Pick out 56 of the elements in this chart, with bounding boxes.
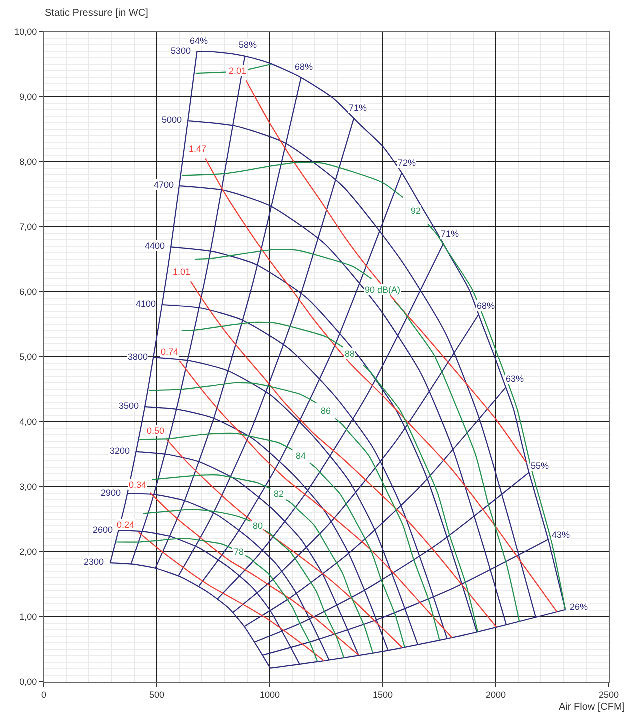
series-label: 78 — [234, 547, 244, 557]
y-tick-label: 4,00 — [20, 417, 38, 428]
x-tick-label: 500 — [149, 690, 165, 700]
series-label: 90 dB(A) — [365, 285, 401, 295]
series-label: 0,74 — [161, 347, 179, 357]
series-label: 0,50 — [147, 426, 165, 436]
x-tick-label: 2000 — [486, 690, 506, 700]
series-label: 4100 — [136, 299, 156, 309]
series-label: 2900 — [101, 488, 122, 498]
series-label: 5000 — [162, 115, 182, 125]
y-tick-label: 5,00 — [20, 352, 38, 362]
series-label: 72% — [398, 158, 416, 168]
y-tick-label: 3,00 — [20, 482, 38, 492]
y-tick-label: 9,00 — [20, 92, 38, 102]
series-label: 64% — [190, 36, 208, 46]
series-label: 2,01 — [229, 66, 247, 76]
series-label: 2300 — [84, 557, 104, 567]
series-label: 55% — [531, 461, 550, 471]
x-tick-label: 1000 — [260, 690, 280, 700]
y-tick-label: 7,00 — [20, 222, 38, 232]
x-tick-label: 0 — [41, 690, 47, 700]
series-label: 68% — [477, 301, 496, 311]
series-label: 71% — [349, 103, 368, 113]
y-tick-label: 0,00 — [20, 677, 38, 688]
y-tick-label: 6,00 — [20, 287, 38, 298]
y-tick-label: 10,00 — [14, 27, 38, 38]
series-label: 84 — [296, 451, 306, 461]
series-label: 1,01 — [173, 267, 191, 277]
series-label: 43% — [552, 530, 570, 540]
series-label: 4700 — [154, 180, 174, 190]
series-label: 3200 — [110, 446, 130, 456]
series-label: 86 — [321, 406, 332, 416]
y-tick-label: 1,00 — [20, 612, 38, 622]
series-label: 2600 — [93, 525, 114, 535]
x-axis-title: Air Flow [CFM] — [559, 702, 626, 713]
series-label: 80 — [253, 521, 264, 531]
series-label: 26% — [570, 602, 588, 612]
series-label: 1,47 — [189, 144, 207, 154]
series-label: 71% — [441, 229, 460, 239]
series-label: 92 — [411, 206, 422, 216]
series-label: 5300 — [171, 46, 192, 56]
series-label: 0,34 — [129, 480, 147, 490]
x-tick-label: 1500 — [372, 690, 394, 700]
series-label: 3800 — [128, 352, 148, 362]
y-tick-label: 2,00 — [20, 547, 38, 558]
series-label: 63% — [506, 374, 524, 384]
series-label: 82 — [274, 489, 284, 499]
series-label: 58% — [239, 40, 258, 50]
series-label: 4400 — [145, 241, 166, 251]
y-axis-title: Static Pressure [in WC] — [45, 8, 149, 19]
series-label: 88 — [345, 349, 356, 359]
x-tick-label: 2500 — [598, 690, 620, 700]
series-label: 0,24 — [117, 520, 135, 530]
series-label: 3500 — [119, 401, 140, 411]
series-label: 68% — [295, 62, 314, 72]
y-tick-label: 8,00 — [20, 157, 38, 168]
